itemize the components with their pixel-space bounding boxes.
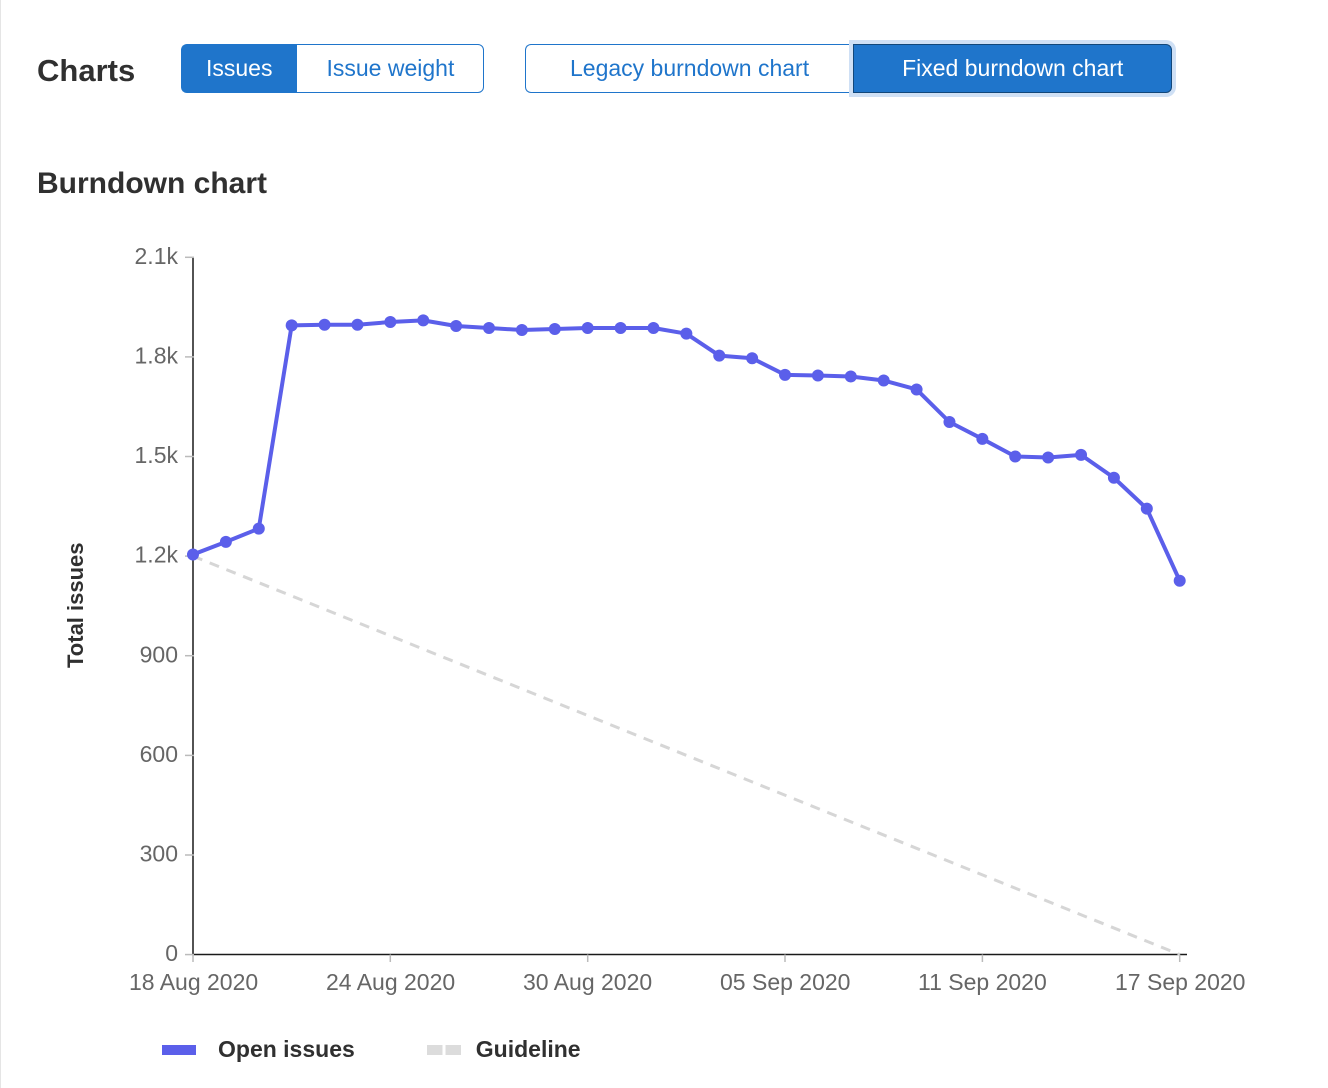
svg-text:0: 0: [165, 940, 178, 966]
svg-text:1.8k: 1.8k: [135, 343, 179, 369]
svg-text:17 Sep 2020: 17 Sep 2020: [1115, 969, 1245, 995]
svg-text:18 Aug 2020: 18 Aug 2020: [129, 969, 258, 995]
svg-text:1.5k: 1.5k: [135, 442, 179, 468]
svg-text:11 Sep 2020: 11 Sep 2020: [918, 969, 1047, 995]
svg-text:05 Sep 2020: 05 Sep 2020: [720, 969, 850, 995]
svg-text:600: 600: [140, 741, 178, 767]
svg-text:300: 300: [140, 841, 178, 867]
svg-text:2.1k: 2.1k: [135, 243, 179, 269]
svg-text:1.2k: 1.2k: [135, 542, 179, 568]
svg-text:900: 900: [140, 641, 178, 667]
svg-text:24 Aug 2020: 24 Aug 2020: [326, 969, 455, 995]
svg-text:30 Aug 2020: 30 Aug 2020: [523, 969, 652, 995]
